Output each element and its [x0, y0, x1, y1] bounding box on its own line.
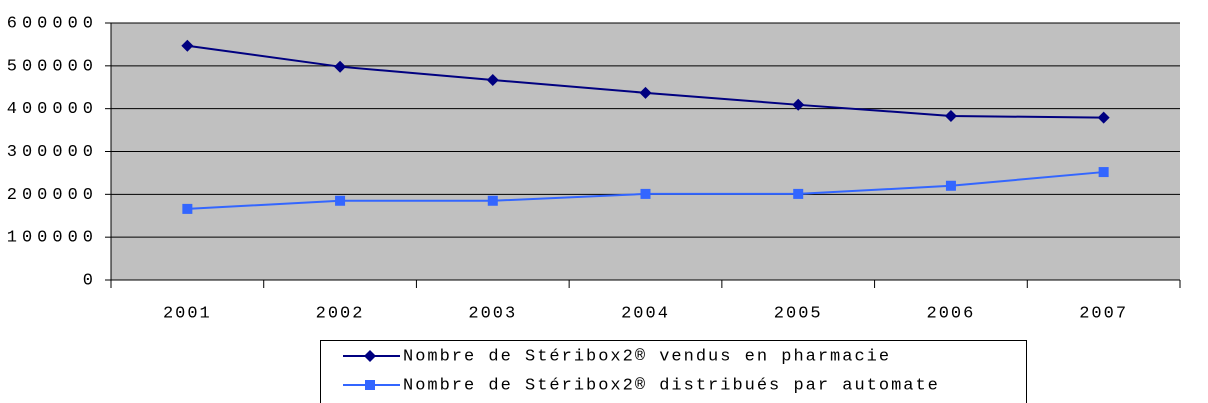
x-tick-label: 2006: [927, 304, 976, 323]
x-tick-label: 2002: [316, 304, 365, 323]
marker: [335, 195, 346, 206]
legend-label: Nombre de Stéribox2® vendus en pharmacie: [403, 347, 891, 366]
y-tick-label: 200000: [7, 186, 98, 205]
marker: [182, 203, 193, 214]
marker: [364, 350, 376, 362]
marker: [1097, 111, 1110, 124]
marker: [486, 73, 499, 86]
marker: [945, 180, 956, 191]
marker: [944, 109, 957, 122]
legend-label: Nombre de Stéribox2® distribués par auto…: [403, 376, 940, 395]
marker: [365, 380, 375, 390]
legend-box: [320, 340, 1027, 403]
x-tick-label: 2004: [621, 304, 670, 323]
x-tick-label: 2001: [163, 304, 212, 323]
marker: [181, 39, 194, 52]
marker: [640, 188, 651, 199]
x-tick-label: 2005: [774, 304, 823, 323]
marker: [487, 195, 498, 206]
y-tick-label: 500000: [7, 57, 98, 76]
marker: [1098, 167, 1109, 178]
marker: [792, 98, 805, 111]
y-tick-label: 400000: [7, 100, 98, 119]
x-tick-label: 2003: [468, 304, 517, 323]
marker: [639, 86, 652, 99]
marker: [793, 188, 804, 199]
y-tick-label: 300000: [7, 143, 98, 162]
y-tick-label: 100000: [7, 229, 98, 248]
y-tick-label: 600000: [7, 14, 98, 33]
y-tick-label: 0: [83, 271, 98, 290]
marker: [334, 60, 347, 73]
x-tick-label: 2007: [1079, 304, 1128, 323]
